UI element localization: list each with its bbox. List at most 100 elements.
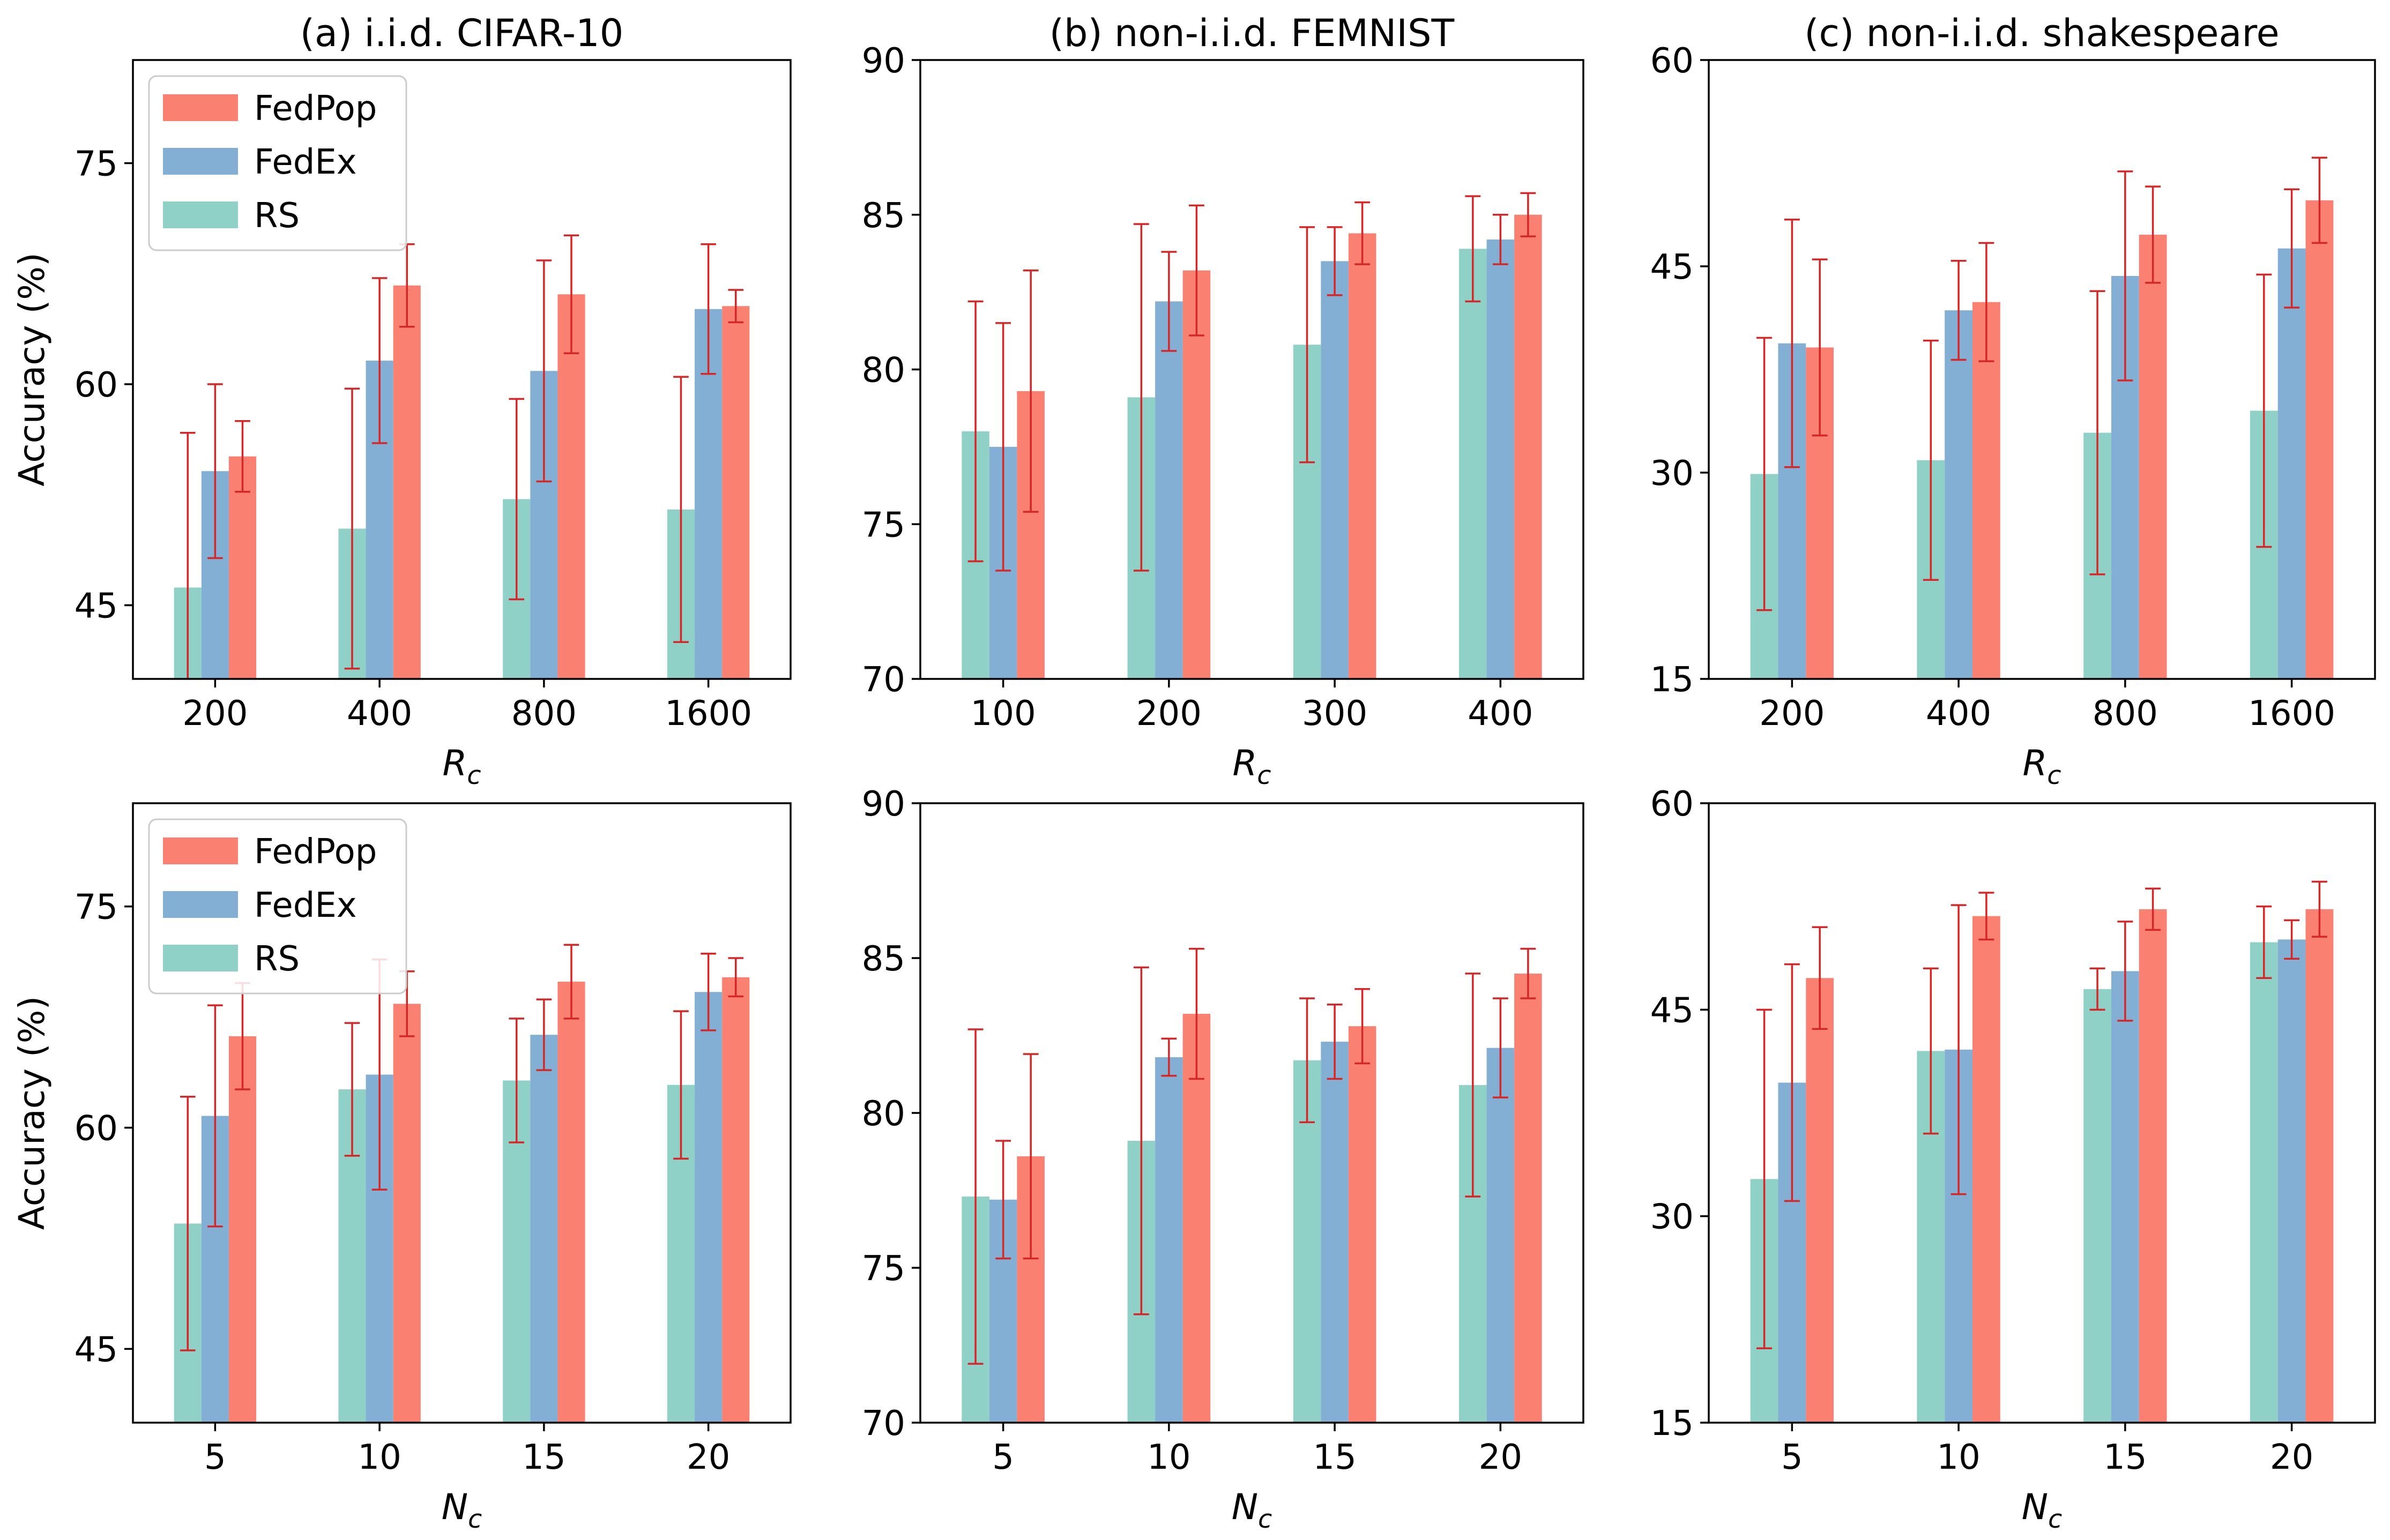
errorbar-fedex-1600 — [701, 243, 716, 375]
legend-swatch-rs — [163, 945, 238, 971]
errorbar-fedpop-1600 — [728, 289, 744, 324]
errorbar-fedpop-300 — [1354, 201, 1371, 265]
bar-fedpop-400 — [393, 285, 421, 679]
x-tick-label: 5 — [992, 1438, 1014, 1477]
bar-fedpop-10 — [1972, 916, 2000, 1423]
errorbar-fedpop-15 — [2145, 887, 2161, 931]
errorbar-rs-100 — [967, 300, 984, 563]
y-tick-label: 70 — [862, 1404, 905, 1444]
y-tick-label: 60 — [75, 365, 118, 405]
y-tick-label: 60 — [75, 1109, 118, 1149]
x-axis-label: Nc — [2022, 1486, 2063, 1534]
y-tick-label: 75 — [75, 888, 118, 928]
errorbar-fedex-400 — [1492, 214, 1508, 265]
errorbar-fedex-5 — [207, 1004, 223, 1228]
errorbar-rs-10 — [1133, 966, 1149, 1315]
bar-fedpop-200 — [1182, 270, 1211, 679]
legend-label-fedpop: FedPop — [254, 89, 377, 129]
errorbar-fedex-15 — [536, 998, 552, 1071]
errorbar-fedpop-200 — [235, 420, 250, 493]
x-tick-label: 5 — [1781, 1438, 1803, 1477]
errorbar-rs-5 — [1756, 1008, 1773, 1350]
axes-frame — [132, 59, 792, 680]
y-tick-label: 15 — [1650, 1404, 1694, 1444]
y-tick-label: 75 — [862, 1249, 905, 1289]
panel-c_rc: 15 30 45 60 200 400 800 1600 Rc (c) non-i.i.d. sh… — [1650, 11, 2376, 790]
y-tick-label: 80 — [862, 1094, 905, 1134]
x-tick-label: 400 — [1468, 694, 1533, 734]
legend-swatch-fedpop — [163, 94, 238, 121]
y-tick-label: 30 — [1650, 1198, 1694, 1237]
axes-frame — [1708, 802, 2376, 1424]
x-tick-label: 20 — [1479, 1438, 1522, 1477]
bar-fedpop-800 — [557, 294, 585, 679]
y-tick-label: 45 — [75, 1330, 118, 1370]
errorbar-fedex-10 — [1950, 904, 1967, 1195]
x-tick-label: 20 — [687, 1438, 730, 1477]
errorbar-fedpop-5 — [1023, 1053, 1039, 1260]
bar-fedpop-800 — [2139, 234, 2167, 679]
bar-fedex-20 — [695, 992, 723, 1423]
legend-label-fedex: FedEx — [254, 886, 357, 925]
y-axis-label: Accuracy (%) — [11, 252, 53, 487]
bar-fedpop-1600 — [722, 306, 750, 679]
errorbar-rs-5 — [180, 1095, 196, 1351]
errorbar-rs-800 — [2089, 290, 2105, 575]
panel-a_rc: 45 60 75 200 400 800 1600 Rc Accuracy (%) (a) i.i… — [11, 11, 792, 790]
bar-fedpop-300 — [1348, 233, 1376, 679]
errorbar-rs-300 — [1299, 226, 1315, 464]
errorbar-fedex-200 — [1784, 218, 1800, 468]
x-tick-label: 10 — [358, 1438, 401, 1477]
errorbar-rs-200 — [1756, 337, 1773, 611]
bar-fedex-300 — [1321, 261, 1349, 679]
legend-label-rs: RS — [254, 939, 300, 979]
errorbar-rs-1600 — [673, 376, 689, 643]
x-axis-label: Rc — [1233, 743, 1271, 790]
y-tick-label: 90 — [862, 784, 905, 824]
bar-fedpop-10 — [393, 1004, 421, 1423]
panel-b_nc: 70 75 80 85 90 5 10 15 20 Nc — [862, 784, 1584, 1534]
errorbar-fedpop-400 — [1978, 242, 1994, 362]
x-tick-label: 15 — [1313, 1438, 1356, 1477]
errorbar-fedpop-100 — [1023, 269, 1039, 513]
x-tick-label: 5 — [204, 1438, 226, 1477]
errorbar-fedpop-10 — [1978, 892, 1994, 941]
bar-fedex-400 — [1486, 239, 1515, 679]
bar-fedex-15 — [1321, 1042, 1349, 1423]
x-tick-label: 10 — [1147, 1438, 1190, 1477]
bar-fedpop-15 — [557, 982, 585, 1423]
axes-frame — [132, 802, 792, 1424]
errorbar-rs-5 — [967, 1028, 984, 1365]
legend-label-fedex: FedEx — [254, 143, 357, 182]
errorbar-fedpop-20 — [1520, 947, 1536, 999]
errorbar-fedex-200 — [207, 383, 223, 559]
y-tick-label: 75 — [75, 145, 118, 184]
y-tick-label: 85 — [862, 196, 905, 236]
errorbar-rs-15 — [1299, 997, 1315, 1124]
errorbar-rs-20 — [2256, 905, 2272, 979]
bar-fedpop-5 — [228, 1036, 257, 1423]
errorbar-rs-800 — [509, 398, 525, 601]
x-tick-label: 200 — [1136, 694, 1202, 734]
y-tick-label: 85 — [862, 939, 905, 979]
y-tick-label: 45 — [75, 587, 118, 626]
errorbar-rs-400 — [1465, 195, 1481, 303]
x-tick-label: 15 — [2103, 1438, 2147, 1477]
bar-fedpop-400 — [1972, 302, 2000, 679]
y-tick-label: 30 — [1650, 454, 1694, 494]
bar-fedex-20 — [2277, 939, 2306, 1423]
errorbar-fedex-1600 — [2284, 188, 2300, 309]
errorbar-fedpop-1600 — [2311, 156, 2327, 244]
bar-fedex-200 — [1155, 301, 1183, 679]
y-tick-label: 15 — [1650, 660, 1694, 700]
x-tick-label: 100 — [971, 694, 1036, 734]
x-tick-label: 300 — [1302, 694, 1367, 734]
errorbar-fedex-200 — [1161, 251, 1177, 352]
errorbar-rs-15 — [509, 1018, 525, 1143]
errorbar-rs-200 — [180, 432, 196, 679]
x-tick-label: 200 — [182, 694, 248, 734]
errorbar-fedpop-200 — [1188, 204, 1204, 337]
errorbar-fedpop-20 — [2311, 880, 2327, 938]
errorbar-rs-400 — [1923, 339, 1939, 581]
bar-fedpop-1600 — [2305, 200, 2334, 679]
